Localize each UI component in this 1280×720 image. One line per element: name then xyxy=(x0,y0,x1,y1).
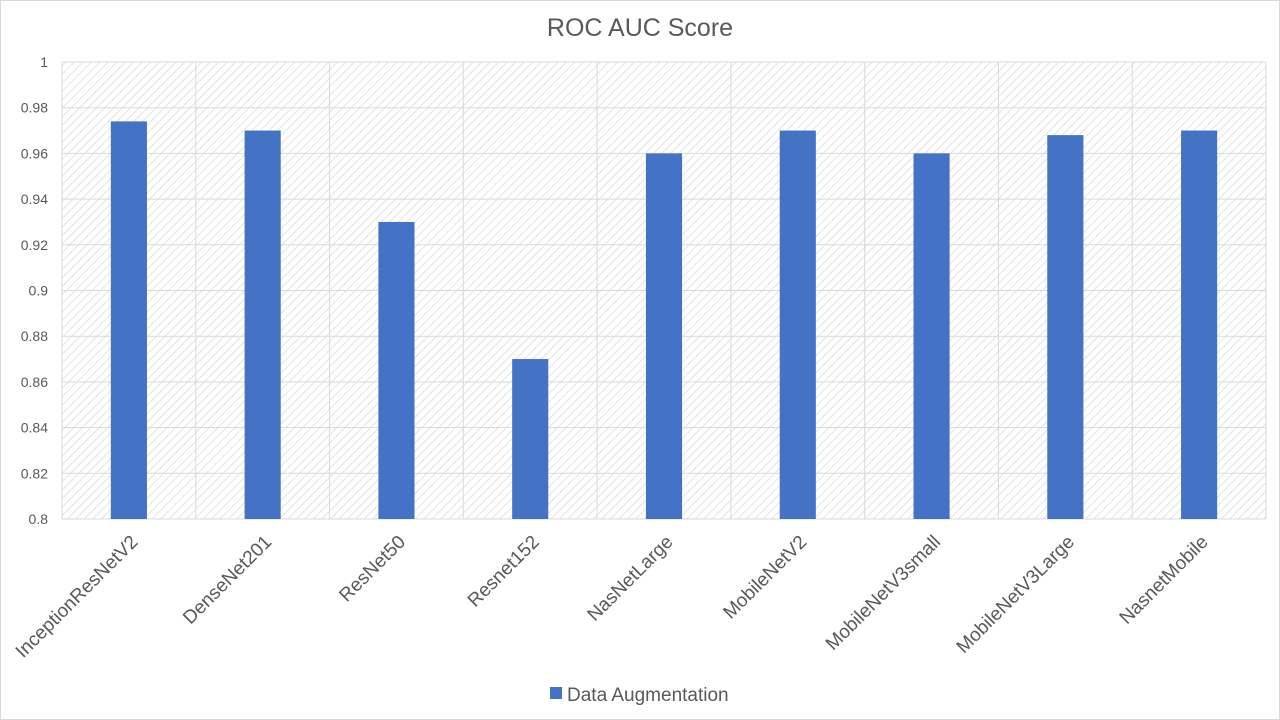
y-tick-label: 0.94 xyxy=(21,191,48,207)
bar-nasnetmobile xyxy=(1181,130,1218,520)
y-tick-label: 0.82 xyxy=(21,465,48,481)
legend: Data Augmentation xyxy=(550,685,729,706)
bar-mobilenetv2 xyxy=(779,130,816,520)
bars xyxy=(110,121,1218,520)
bar-nasnetlarge xyxy=(645,153,683,519)
y-tick-label: 0.86 xyxy=(21,374,48,390)
bar-mobilenetv3small xyxy=(913,153,950,519)
y-tick-label: 0.9 xyxy=(29,283,49,299)
bar-resnet152 xyxy=(512,359,549,519)
y-tick-label: 0.92 xyxy=(21,237,48,253)
y-tick-label: 0.98 xyxy=(21,100,48,116)
chart-title: ROC AUC Score xyxy=(547,14,733,42)
y-tick-label: 1 xyxy=(40,54,48,70)
bar-resnet50 xyxy=(378,221,415,519)
y-axis-ticks: 0.8 0.82 0.84 0.86 0.88 0.9 0.92 0.94 0.96 0.98 1 xyxy=(21,54,48,527)
bar-inceptionresnetv2 xyxy=(110,121,147,519)
y-tick-label: 0.88 xyxy=(21,328,48,344)
bar-densenet201 xyxy=(244,130,281,520)
legend-label: Data Augmentation xyxy=(567,685,729,706)
y-tick-label: 0.96 xyxy=(21,145,48,161)
bar-mobilenetv3large xyxy=(1047,135,1084,519)
legend-swatch xyxy=(550,687,562,699)
y-tick-label: 0.8 xyxy=(29,511,49,527)
y-tick-label: 0.84 xyxy=(21,420,48,436)
